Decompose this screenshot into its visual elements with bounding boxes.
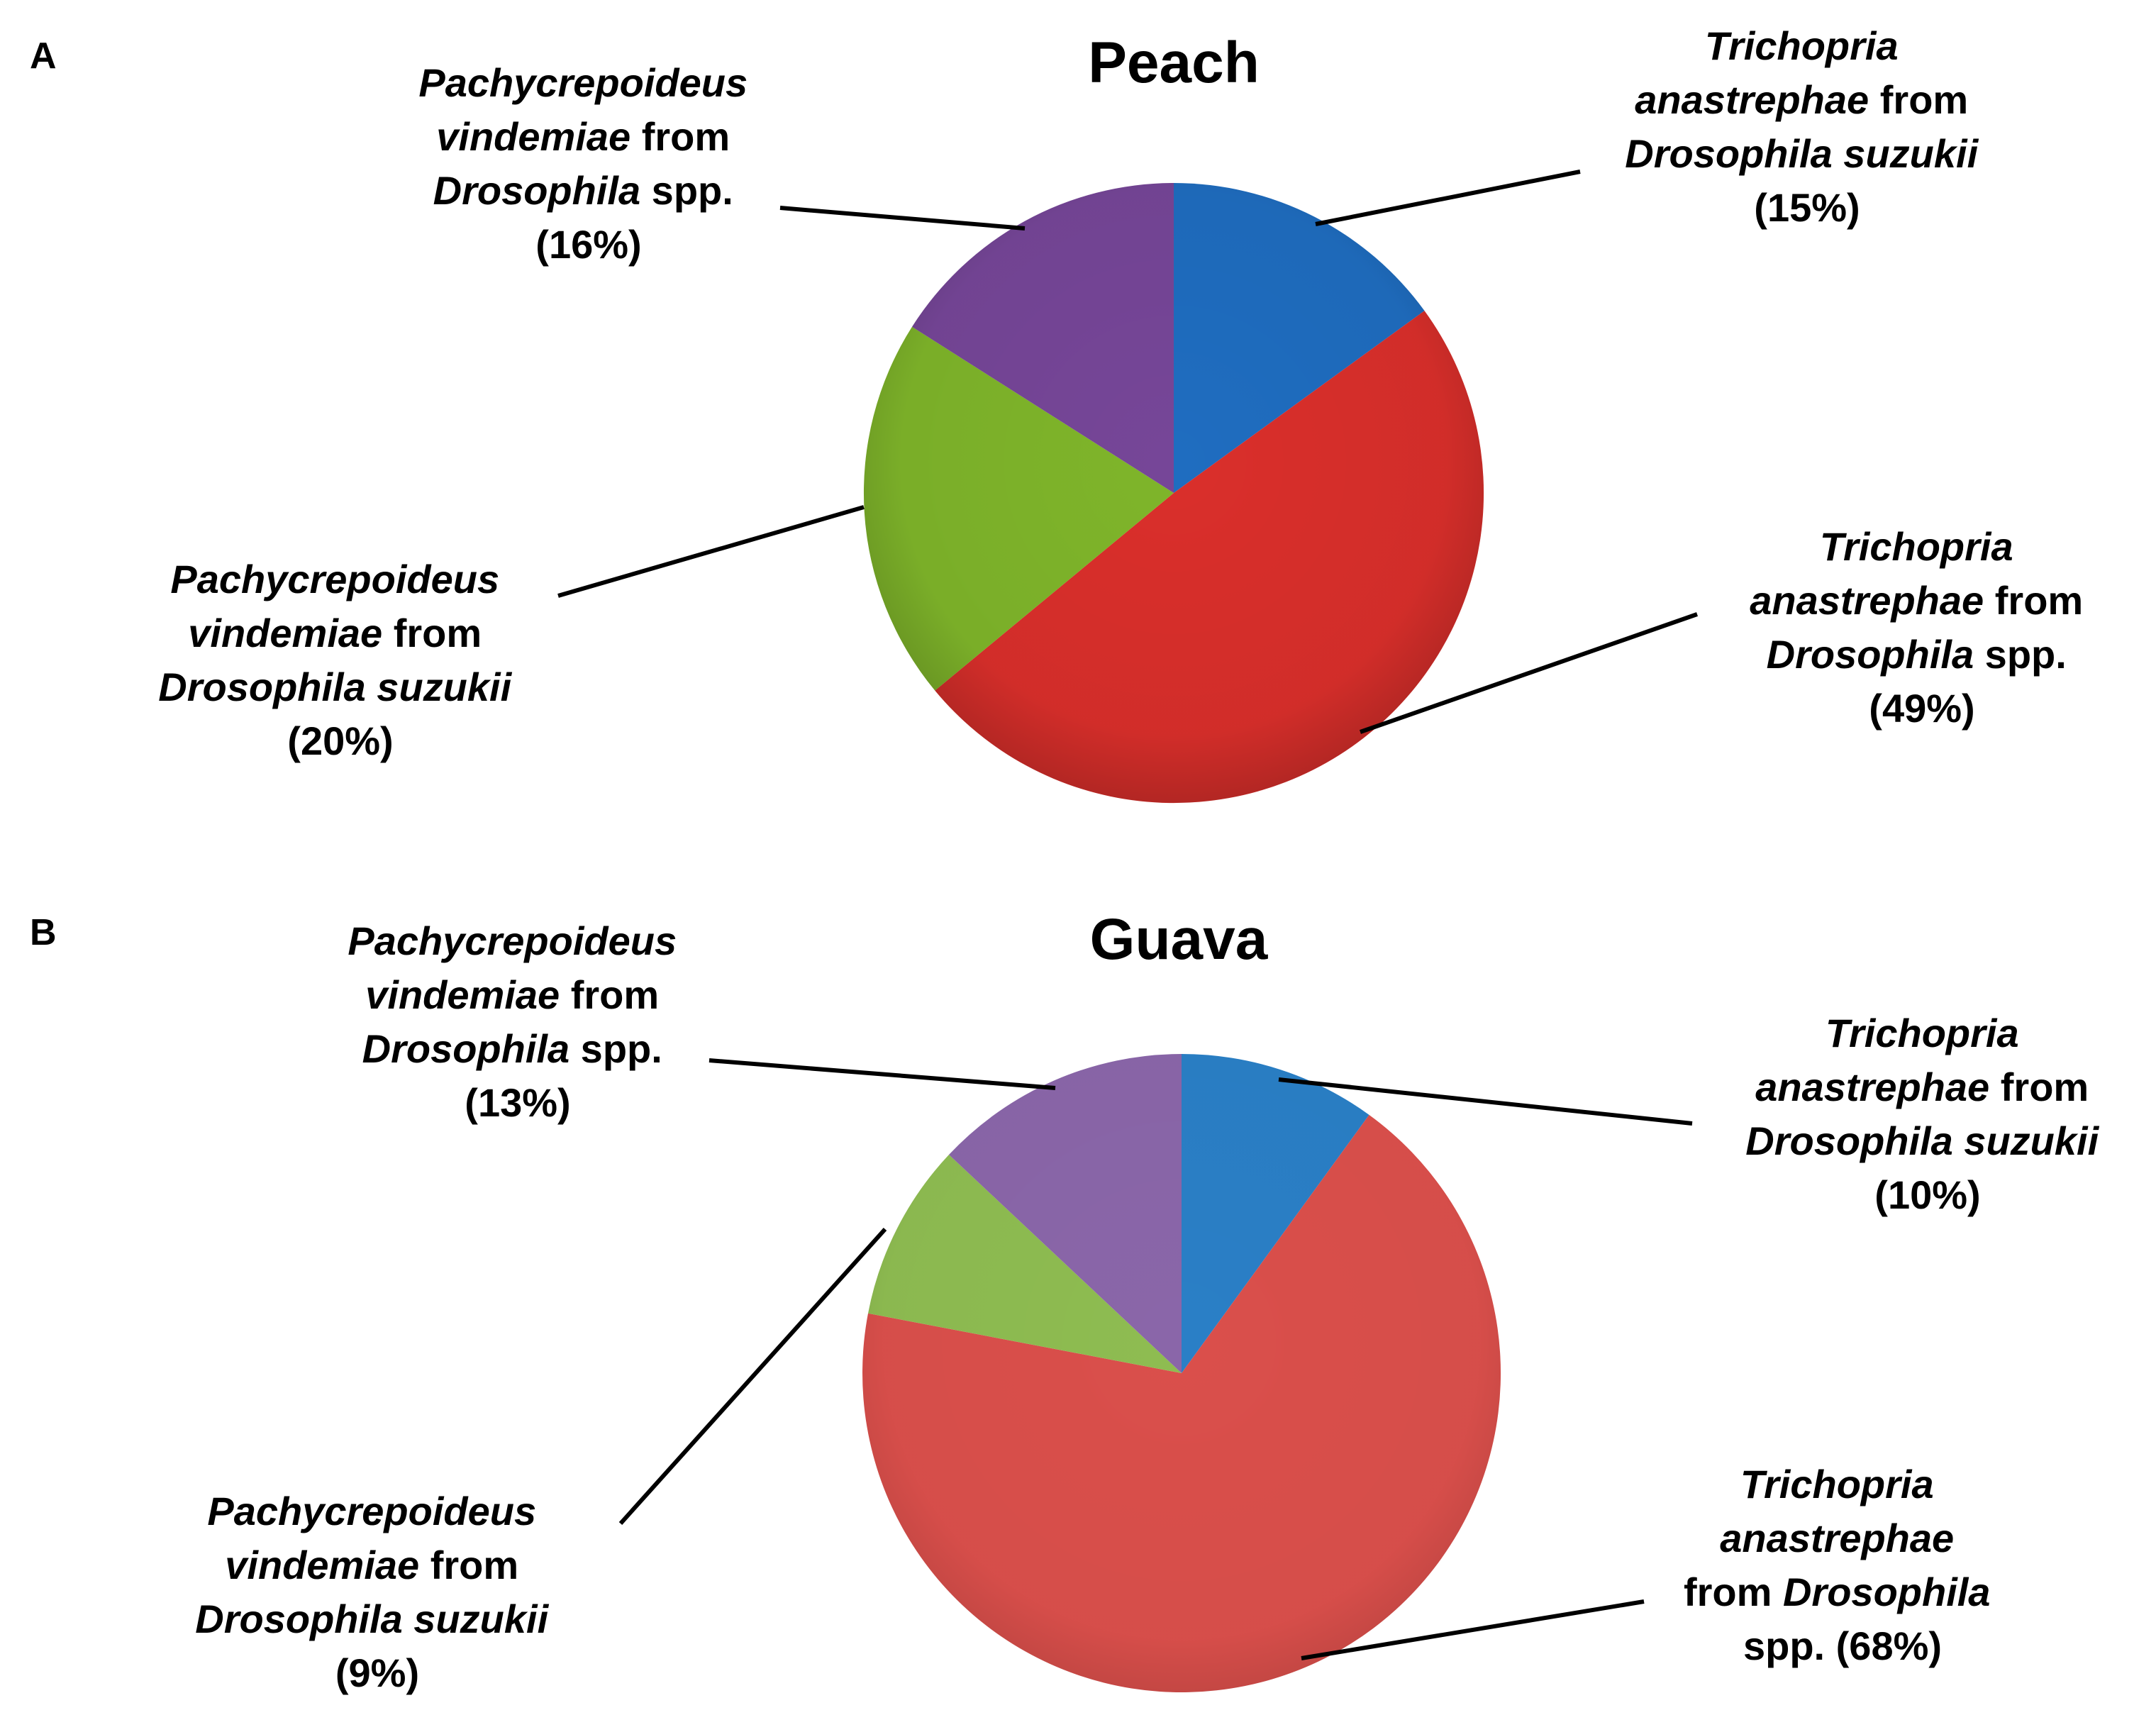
label-guava-0: Trichopria anastrephae from Drosophila s… — [1278, 1011, 2109, 1217]
panel-b: B Guava Trichopria anastrephae from Dros… — [30, 907, 2109, 1695]
label-peach-0: Trichopria anastrephae from Drosophila s… — [1315, 23, 1989, 230]
slice-label: Trichopria anastrephae from Drosophila s… — [1625, 23, 1989, 230]
slice-label: Trichopria anastrephae from Drosophila s… — [1745, 1011, 2109, 1217]
slice-label: Pachycrepoideus vindemiae from Drosophil… — [195, 1489, 559, 1695]
label-peach-1: Trichopria anastrephae from Drosophila s… — [1360, 524, 2094, 734]
slice-label: Pachycrepoideus vindemiae from Drosophil… — [418, 60, 758, 267]
leader-line — [1278, 1077, 1693, 1126]
label-guava-1: Trichopria anastrephae from Drosophila s… — [1301, 1462, 2001, 1668]
leader-line — [557, 505, 865, 598]
panel-b-letter: B — [30, 912, 57, 953]
leader-line — [779, 206, 1026, 231]
leader-line — [709, 1058, 1056, 1090]
leader-line — [618, 1227, 887, 1526]
chart-title-guava: Guava — [1090, 907, 1269, 972]
panel-a: A Peach Trichopria anastrephae from Dros… — [30, 23, 2094, 804]
chart-title-peach: Peach — [1088, 30, 1260, 95]
slice-label: Pachycrepoideus vindemiae from Drosophil… — [348, 918, 687, 1125]
leader-line — [1315, 170, 1581, 226]
label-guava-3: Pachycrepoideus vindemiae from Drosophil… — [348, 918, 1056, 1125]
leader-line — [1360, 612, 1698, 734]
label-peach-3: Pachycrepoideus vindemiae from Drosophil… — [418, 60, 1026, 267]
label-guava-2: Pachycrepoideus vindemiae from Drosophil… — [195, 1227, 887, 1695]
pie-shading — [864, 183, 1484, 803]
slice-label: Trichopria anastrephae from Drosophila s… — [1684, 1462, 2001, 1668]
pie-guava — [862, 1054, 1501, 1692]
slice-label: Pachycrepoideus vindemiae from Drosophil… — [158, 557, 522, 763]
leader-line — [1301, 1599, 1645, 1660]
slice-label: Trichopria anastrephae from Drosophila s… — [1750, 524, 2094, 731]
pie-shading — [862, 1054, 1501, 1692]
label-peach-2: Pachycrepoideus vindemiae from Drosophil… — [158, 505, 865, 763]
pie-peach — [863, 183, 1484, 804]
panel-a-letter: A — [30, 35, 57, 77]
